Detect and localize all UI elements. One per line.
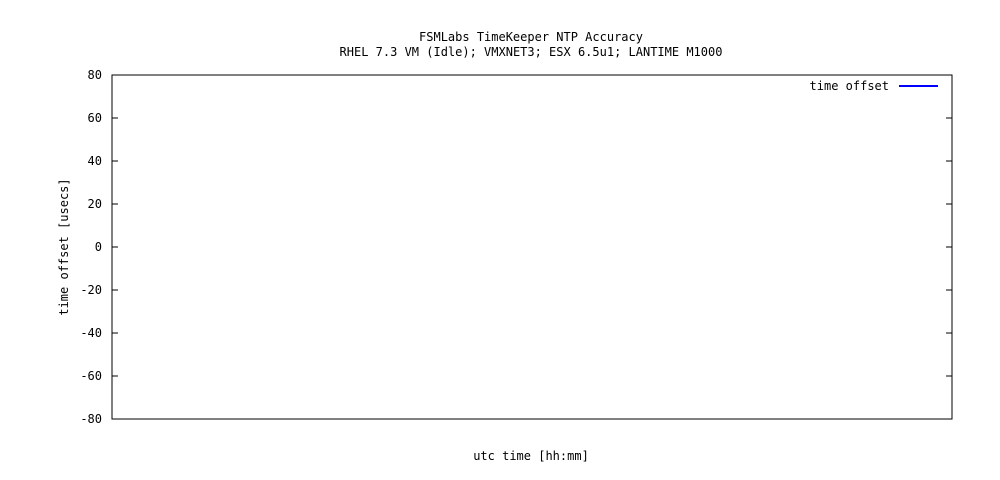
y-axis-label: time offset [usecs] — [57, 178, 71, 315]
chart-title: FSMLabs TimeKeeper NTP Accuracy — [419, 30, 643, 44]
y-tick-label: -60 — [80, 369, 102, 383]
x-axis: 02:0004:0006:0008:0010:0012:0014:0016:00… — [0, 427, 1000, 441]
plot-area-frame — [111, 74, 953, 420]
y-tick-label: 60 — [88, 111, 102, 125]
y-tick-label: 80 — [88, 68, 102, 82]
y-tick-label: -40 — [80, 326, 102, 340]
legend-label: time offset — [810, 79, 889, 93]
y-tick-label: 40 — [88, 154, 102, 168]
chart-subtitle: RHEL 7.3 VM (Idle); VMXNET3; ESX 6.5u1; … — [340, 45, 723, 59]
y-axis: -80 -60 -40 -20 0 20 40 60 80 — [80, 68, 952, 426]
x-axis-label: utc time [hh:mm] — [473, 449, 589, 463]
y-tick-label: 20 — [88, 197, 102, 211]
y-tick-label: -20 — [80, 283, 102, 297]
legend: time offset — [810, 79, 938, 93]
y-tick-label: 0 — [95, 240, 102, 254]
y-tick-label: -80 — [80, 412, 102, 426]
